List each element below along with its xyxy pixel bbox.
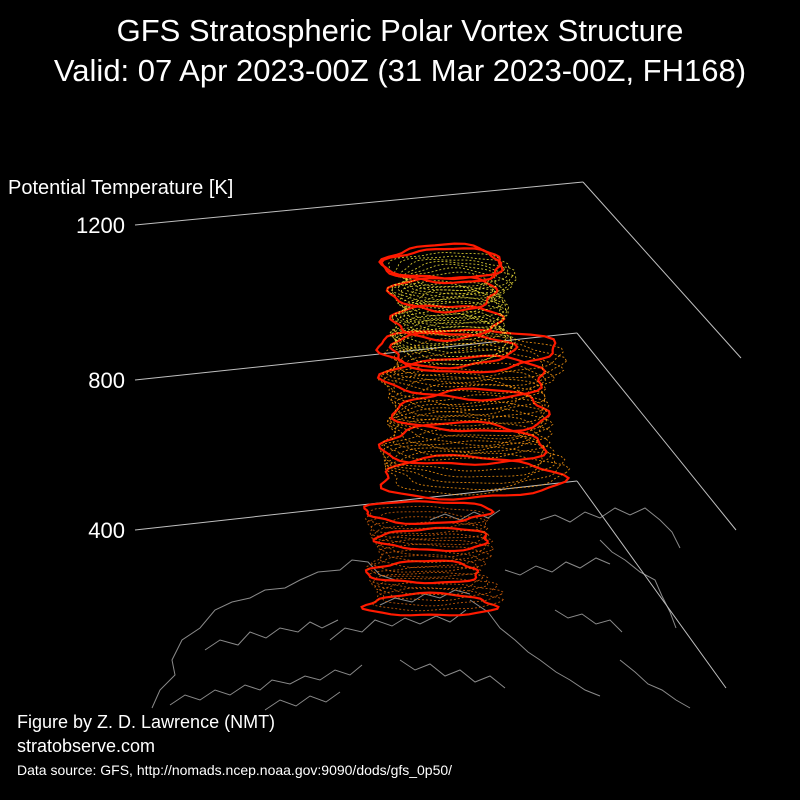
coastline-segment xyxy=(204,619,339,651)
coastline-segment xyxy=(169,664,363,706)
isentrope-contour xyxy=(366,511,487,535)
isentrope-contour xyxy=(371,571,489,596)
isentrope-contour xyxy=(376,582,505,607)
isentrope-contour xyxy=(390,267,506,305)
coastline-segment xyxy=(504,557,611,576)
isentrope-contour xyxy=(404,289,510,325)
isentrope-contour xyxy=(391,317,507,354)
z-tick-label-1200: 1200 xyxy=(76,213,125,238)
vortex-edge-contour xyxy=(364,559,480,585)
z-tick-labels: 400 800 1200 xyxy=(76,213,125,543)
axis-frame xyxy=(134,181,742,689)
vortex-edge-contour xyxy=(388,304,506,343)
level-line-400 xyxy=(134,480,578,531)
isentrope-contour xyxy=(379,427,545,472)
isentrope-contour xyxy=(395,296,505,334)
vortex-layer-upper xyxy=(378,242,519,370)
isentrope-contour xyxy=(389,313,508,350)
vortex-edge-contour xyxy=(363,500,496,526)
isentrope-contour xyxy=(376,539,495,564)
isentrope-contour xyxy=(387,407,554,452)
vortex-edge-contour xyxy=(390,387,551,433)
isentrope-contour xyxy=(394,325,514,362)
isentrope-contour xyxy=(400,292,509,328)
vortex-edge-contour xyxy=(372,526,489,553)
isentrope-contour xyxy=(394,322,512,358)
isentrope-contour xyxy=(387,401,551,447)
isentrope-contour xyxy=(378,543,493,569)
vortex-edge-contour xyxy=(377,420,548,466)
data-source-credit: Data source: GFS, http://nomads.ncep.noa… xyxy=(17,762,453,778)
isentrope-contour xyxy=(372,586,504,612)
chart-title-line-1: GFS Stratospheric Polar Vortex Structure xyxy=(116,13,684,48)
coastline-segment xyxy=(469,599,601,697)
isentrope-contour xyxy=(374,577,499,601)
vortex-isentropic-surfaces xyxy=(360,242,571,617)
chart-title-line-2: Valid: 07 Apr 2023-00Z (31 Mar 2023-00Z,… xyxy=(53,53,747,88)
depth-line-1200 xyxy=(582,181,742,359)
vortex-layer-middle xyxy=(374,328,571,501)
coastline-segment xyxy=(619,659,691,709)
vortex-edge-contour xyxy=(378,242,504,281)
isentrope-contour xyxy=(365,505,490,530)
isentrope-contour xyxy=(390,309,507,347)
isentrope-contour xyxy=(370,548,487,573)
isentrope-contour xyxy=(397,263,514,301)
vortex-edge-contour xyxy=(374,328,557,374)
isentrope-contour xyxy=(380,348,556,394)
coastline-segment xyxy=(539,507,681,549)
level-line-1200 xyxy=(134,181,584,226)
coastline-segment xyxy=(151,559,396,709)
isentrope-contour xyxy=(391,307,506,345)
coastline-segment xyxy=(554,609,623,633)
isentrope-contour xyxy=(382,415,551,461)
coastline-segment xyxy=(429,509,501,521)
isentrope-contour xyxy=(370,521,490,545)
isentrope-contour xyxy=(383,367,547,413)
depth-line-800 xyxy=(576,332,737,531)
z-axis-label: Potential Temperature [K] xyxy=(8,177,233,199)
isentrope-contour xyxy=(399,258,516,295)
z-tick-label-800: 800 xyxy=(88,368,125,393)
vortex-edge-contour xyxy=(376,354,547,402)
isentrope-contour xyxy=(368,566,484,590)
isentrope-contour xyxy=(397,283,504,319)
coastline-segment xyxy=(329,609,467,641)
isentrope-contour xyxy=(400,286,506,322)
isentrope-contour xyxy=(366,554,482,578)
isentrope-contour xyxy=(390,378,546,422)
isentrope-contour xyxy=(387,372,547,417)
website-credit: stratobserve.com xyxy=(17,736,156,756)
isentrope-contour xyxy=(391,280,501,317)
author-credit: Figure by Z. D. Lawrence (NMT) xyxy=(17,712,276,732)
coastline-segment xyxy=(264,691,341,711)
isentrope-contour xyxy=(378,362,547,408)
coastline-segment xyxy=(399,659,506,689)
coastline-map xyxy=(151,507,691,711)
isentrope-contour xyxy=(388,252,506,288)
coastline-segment xyxy=(379,589,471,606)
vortex-layer-lower xyxy=(360,500,505,617)
isentrope-contour xyxy=(384,446,566,491)
isentrope-contour xyxy=(369,516,489,540)
z-tick-label-400: 400 xyxy=(88,518,125,543)
depth-line-400 xyxy=(576,480,727,689)
isentrope-contour xyxy=(388,394,548,440)
coastline-segment xyxy=(599,539,677,629)
isentrope-contour xyxy=(403,260,517,298)
vortex-edge-contour xyxy=(360,591,500,617)
